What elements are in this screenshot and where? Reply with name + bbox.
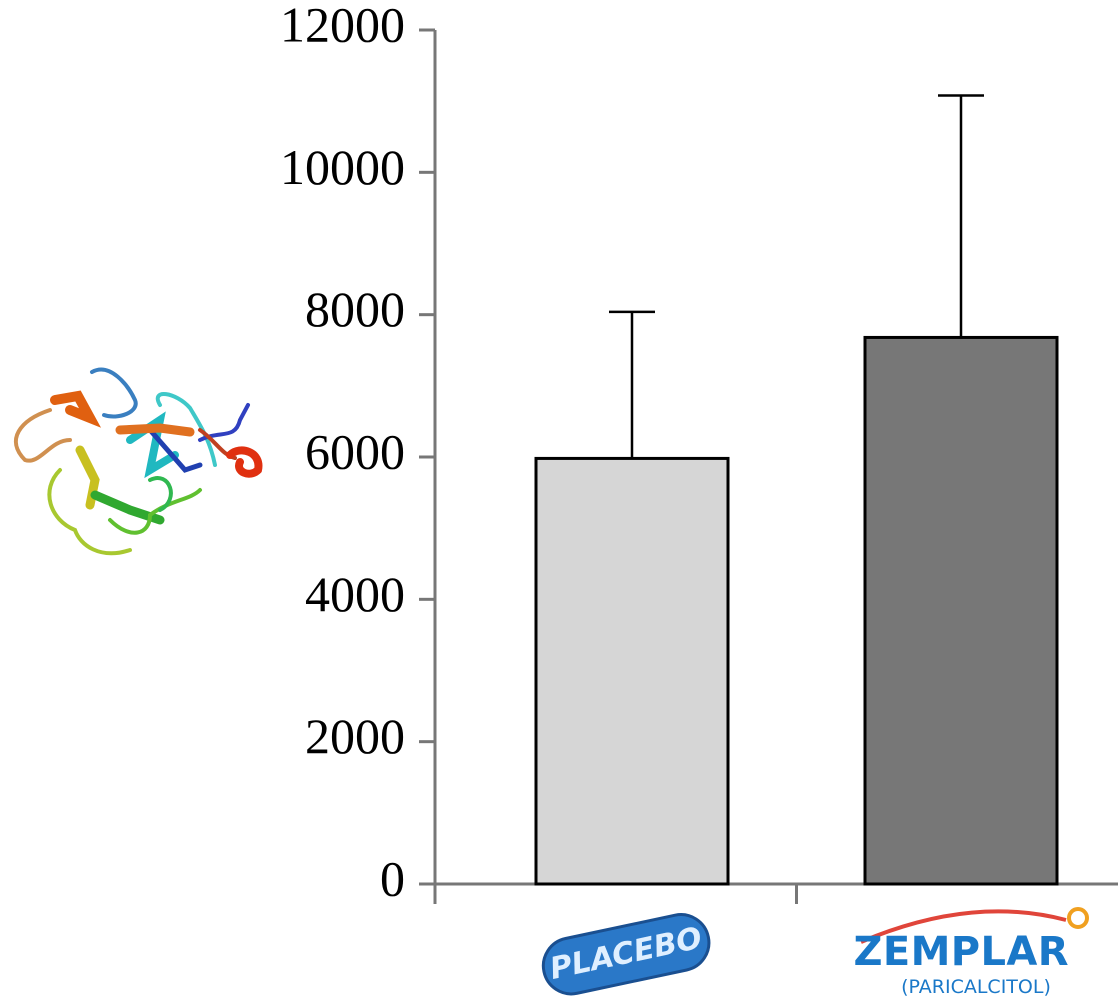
y-tick-label: 10000 — [280, 139, 405, 195]
y-tick-label: 4000 — [305, 566, 405, 622]
pill — [541, 913, 711, 996]
y-tick-label: 0 — [380, 850, 405, 906]
x-tick-note: (PARICALCITOL) — [901, 976, 1051, 998]
y-tick-label: 8000 — [305, 281, 405, 337]
x-tick-label: ZEMPLAR — [854, 929, 1069, 975]
logo-dot — [1067, 907, 1089, 929]
y-tick-label: 2000 — [305, 708, 405, 764]
bar — [534, 456, 730, 886]
logo-arc — [860, 909, 1067, 944]
category-label: ZEMPLAR(PARICALCITOL) — [854, 907, 1089, 998]
y-tick-label: 6000 — [305, 423, 405, 479]
category-label: PLACEBO — [541, 913, 711, 996]
protein-illustration — [13, 367, 263, 556]
y-tick-label: 12000 — [280, 0, 405, 52]
bar — [863, 335, 1059, 886]
